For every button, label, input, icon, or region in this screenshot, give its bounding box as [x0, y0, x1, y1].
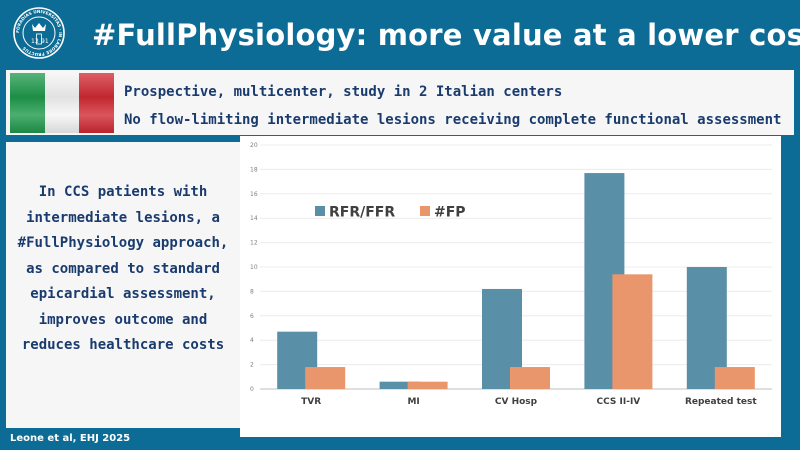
conclusion-line: epicardial assessment,: [30, 286, 216, 302]
x-category-label: CCS II-IV: [597, 397, 641, 407]
conclusion-text: In CCS patients with intermediate lesion…: [12, 180, 234, 359]
flag-shading: [10, 73, 114, 133]
flag-stripe-white: [44, 73, 80, 133]
conclusion-line: intermediate lesions, a: [26, 209, 220, 226]
y-tick-label: 10: [250, 264, 258, 271]
conclusion-panel: [6, 142, 240, 428]
conclusion-line: reduces healthcare costs: [21, 337, 225, 353]
y-tick-label: 16: [250, 191, 258, 198]
x-category-label: CV Hosp: [495, 397, 538, 407]
y-tick-label: 2: [250, 362, 254, 369]
flag-stripe-red: [79, 73, 115, 133]
conclusion-line: #FullPhysiology approach,: [17, 235, 229, 251]
study-design-text: Prospective, multicenter, study in 2 Ita…: [124, 84, 563, 100]
crown-icon: [32, 23, 46, 31]
citation-text: Leone et al, EHJ 2025: [10, 433, 131, 444]
y-tick-label: 20: [250, 142, 258, 149]
svg-text:FORADIAS UNIVERSITAS · IN LABO: FORADIAS UNIVERSITAS · IN LABORE FRUCTUS: [15, 9, 63, 57]
population-text: No flow-limiting intermediate lesions re…: [124, 112, 782, 128]
bar-rfr-ffr-mi: [379, 381, 420, 389]
bar-fp-repeated-test: [714, 367, 755, 389]
bar-chart: 0 2 4 6 8 10 12 14 16 18 20 TVR MI CV Hosp CCS II-IV Re…: [250, 142, 772, 407]
bar-fp-ccs-ii-iv: [612, 274, 653, 389]
bar-fp-cv-hosp: [510, 367, 550, 389]
y-tick-label: 12: [250, 240, 258, 247]
logo-year-left: 13: [31, 38, 39, 45]
y-tick-label: 6: [250, 313, 254, 320]
conclusion-line: In CCS patients with: [38, 184, 208, 200]
x-category-label: Repeated test: [685, 397, 757, 407]
logo-ring-text: FORADIAS UNIVERSITAS · IN LABORE FRUCTUS: [15, 9, 63, 57]
conclusion-line: as compared to standard: [26, 260, 220, 277]
x-category-label: MI: [407, 397, 419, 407]
university-seal-logo: FORADIAS UNIVERSITAS · IN LABORE FRUCTUS…: [13, 7, 65, 59]
legend-swatch: [315, 206, 325, 216]
y-tick-label: 14: [250, 215, 258, 222]
legend-label: RFR/FFR: [329, 205, 395, 221]
flag-stripe-green: [10, 73, 45, 133]
bar-fp-tvr: [305, 367, 346, 389]
legend-label: #FP: [434, 205, 466, 221]
bar-fp-mi: [407, 381, 448, 389]
y-tick-label: 8: [250, 288, 254, 295]
chart-panel: 0 2 4 6 8 10 12 14 16 18 20 TVR MI CV Hosp CCS II-IV Re…: [240, 136, 781, 437]
y-tick-label: 18: [250, 166, 258, 173]
y-tick-label: 0: [250, 386, 254, 393]
slide-title: #FullPhysiology: more value at a lower c…: [92, 18, 800, 52]
x-category-label: TVR: [301, 397, 321, 407]
logo-year-right: 91: [41, 38, 49, 45]
y-tick-label: 4: [250, 337, 254, 344]
info-box: [6, 70, 794, 135]
italian-flag: [10, 73, 115, 133]
legend-swatch: [420, 206, 430, 216]
conclusion-line: improves outcome and: [38, 311, 208, 328]
